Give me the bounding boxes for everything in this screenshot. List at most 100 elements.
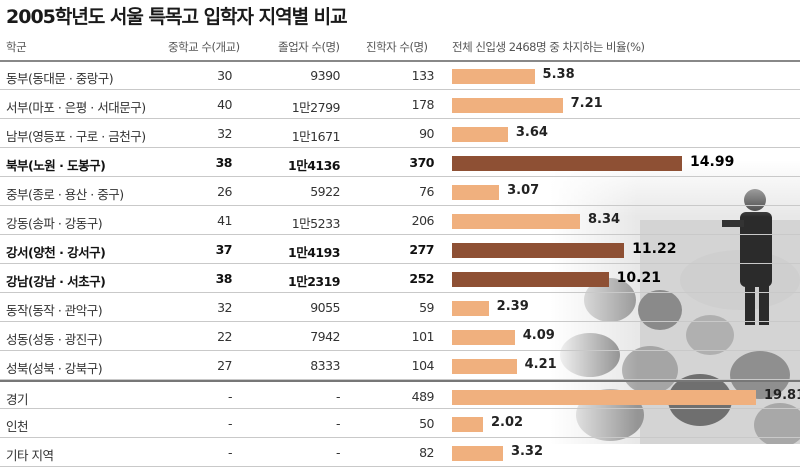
ratio-label: 3.07	[507, 183, 540, 198]
region-label: 기타 지역	[6, 448, 54, 463]
ratio-bar	[452, 330, 515, 345]
schools-count: 27	[217, 358, 232, 373]
ratio-bar	[452, 243, 625, 258]
schools-count: 30	[217, 68, 232, 83]
ratio-bar	[452, 272, 609, 287]
table-row: 서부(마포 · 은평 · 서대문구) 40 1만2799 178 7.21	[0, 90, 800, 119]
grads-count: 9055	[310, 300, 340, 315]
table-row: 남부(영등포 · 구로 · 금천구) 32 1만1671 90 3.64	[0, 119, 800, 148]
table-row: 강남(강남 · 서초구) 38 1만2319 252 10.21	[0, 264, 800, 293]
schools-count: -	[227, 416, 233, 431]
admitted-count: 104	[411, 358, 435, 373]
table-row: 북부(노원 · 도봉구) 38 1만4136 370 14.99	[0, 148, 800, 177]
grads-count: 7942	[310, 329, 340, 344]
region-label: 동작(동작 · 관악구)	[6, 303, 103, 318]
grads-count: 1만1671	[291, 129, 341, 144]
schools-count: 41	[217, 213, 232, 228]
ratio-label: 19.81	[764, 388, 800, 403]
admitted-count: 370	[409, 155, 434, 170]
ratio-bar	[452, 301, 489, 316]
schools-count: 26	[217, 184, 232, 199]
header-grads: 졸업자 수(명)	[278, 40, 340, 54]
schools-count: -	[227, 445, 233, 460]
ratio-label: 14.99	[690, 154, 735, 170]
grads-count: 1만2319	[288, 274, 341, 289]
grads-count: 1만4193	[288, 245, 341, 260]
region-label: 경기	[6, 392, 29, 407]
admitted-count: 277	[409, 242, 434, 257]
schools-count: 22	[217, 329, 232, 344]
admitted-count: 489	[411, 389, 435, 404]
admitted-count: 206	[411, 213, 435, 228]
ratio-bar	[452, 69, 535, 84]
header-region: 학군	[6, 40, 27, 54]
ratio-label: 4.09	[522, 328, 555, 343]
table-row: 동부(동대문 · 중랑구) 30 9390 133 5.38	[0, 61, 800, 90]
grads-count: -	[335, 416, 341, 431]
schools-count: 38	[215, 271, 233, 286]
region-label: 성북(성북 · 강북구)	[6, 361, 103, 376]
table-row: 성동(성동 · 광진구) 22 7942 101 4.09	[0, 322, 800, 351]
schools-count: 38	[215, 155, 233, 170]
grads-count: 9390	[310, 68, 340, 83]
ratio-label: 3.64	[515, 125, 548, 140]
schools-count: 37	[215, 242, 233, 257]
grads-count: -	[335, 389, 341, 404]
admitted-count: 178	[411, 97, 435, 112]
chart-title: 2005학년도 서울 특목고 입학자 지역별 비교	[6, 6, 348, 28]
region-label: 강동(송파 · 강동구)	[6, 216, 103, 231]
table-row: 경기 - - 489 19.81	[0, 380, 800, 409]
admitted-count: 133	[411, 68, 435, 83]
region-label: 서부(마포 · 은평 · 서대문구)	[6, 100, 146, 115]
header-ratio: 전체 신입생 2468명 중 차지하는 비율(%)	[452, 40, 645, 54]
grads-count: 1만4136	[288, 158, 341, 173]
admitted-count: 101	[411, 329, 435, 344]
table-row: 인천 - - 50 2.02	[0, 409, 800, 438]
schools-count: -	[227, 389, 233, 404]
region-label: 남부(영등포 · 구로 · 금천구)	[6, 129, 146, 144]
admitted-count: 90	[419, 126, 434, 141]
ratio-bar	[452, 446, 503, 461]
ratio-label: 3.32	[510, 444, 544, 459]
grads-count: 1만5233	[291, 216, 341, 231]
admitted-count: 82	[419, 445, 434, 460]
ratio-label: 8.34	[587, 212, 621, 227]
schools-count: 32	[217, 300, 232, 315]
header-schools: 중학교 수(개교)	[168, 40, 240, 54]
ratio-label: 2.39	[496, 299, 529, 314]
region-label: 동부(동대문 · 중랑구)	[6, 71, 114, 86]
grads-count: 5922	[310, 184, 340, 199]
admitted-count: 76	[419, 184, 434, 199]
table-row: 중부(종로 · 용산 · 중구) 26 5922 76 3.07	[0, 177, 800, 206]
region-label: 중부(종로 · 용산 · 중구)	[6, 187, 124, 202]
ratio-label: 4.21	[524, 357, 557, 372]
region-label: 성동(성동 · 광진구)	[6, 332, 103, 347]
admitted-count: 59	[419, 300, 434, 315]
schools-count: 40	[217, 97, 232, 112]
region-label: 강서(양천 · 강서구)	[6, 245, 106, 260]
stats-table: 학군 중학교 수(개교) 졸업자 수(명) 진학자 수(명) 전체 신입생 24…	[0, 30, 800, 467]
ratio-bar	[452, 390, 756, 405]
region-label: 북부(노원 · 도봉구)	[6, 158, 106, 173]
grads-count: -	[335, 445, 341, 460]
grads-count: 1만2799	[291, 100, 341, 115]
table-row: 동작(동작 · 관악구) 32 9055 59 2.39	[0, 293, 800, 322]
ratio-bar	[452, 185, 500, 200]
ratio-label: 10.21	[616, 270, 661, 286]
table-row: 강서(양천 · 강서구) 37 1만4193 277 11.22	[0, 235, 800, 264]
admitted-count: 252	[409, 271, 434, 286]
table-row: 강동(송파 · 강동구) 41 1만5233 206 8.34	[0, 206, 800, 235]
region-label: 강남(강남 · 서초구)	[6, 274, 106, 289]
ratio-bar	[452, 98, 563, 113]
ratio-bar	[452, 127, 508, 142]
table-row: 기타 지역 - - 82 3.32	[0, 438, 800, 467]
ratio-bar	[452, 417, 483, 432]
table-row: 성북(성북 · 강북구) 27 8333 104 4.21	[0, 351, 800, 380]
schools-count: 32	[217, 126, 232, 141]
ratio-label: 7.21	[570, 96, 603, 111]
ratio-bar	[452, 359, 517, 374]
region-label: 인천	[6, 419, 29, 434]
ratio-label: 11.22	[632, 241, 677, 257]
header-admitted: 진학자 수(명)	[366, 40, 428, 54]
ratio-bar	[452, 156, 683, 171]
